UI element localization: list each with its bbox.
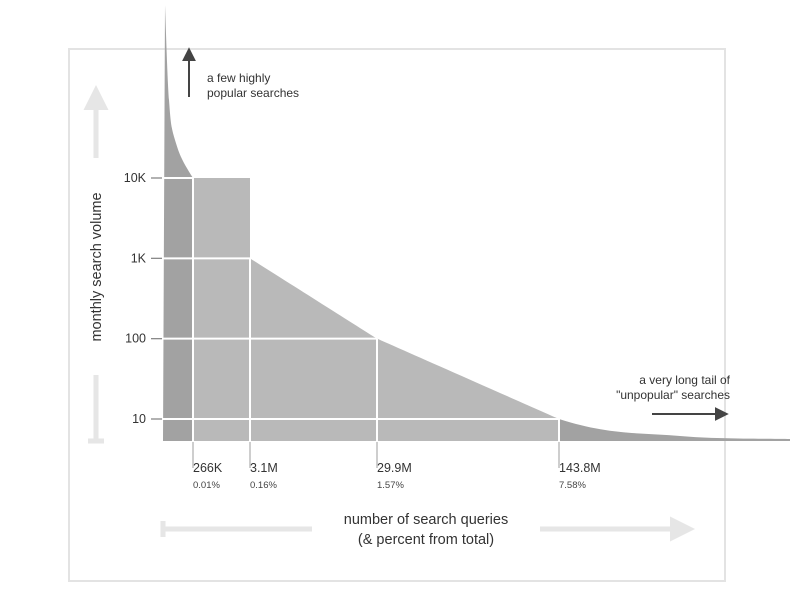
area-layer — [163, 5, 790, 441]
y-tick-label-4: 10 — [132, 412, 146, 426]
x-marker-queries-1: 266K — [193, 461, 223, 475]
y-ticks: 10K 1K 100 10 — [124, 171, 162, 426]
x-marker-percent-3: 1.57% — [377, 480, 404, 491]
x-marker-queries-3: 29.9M — [377, 461, 412, 475]
curve-cap-2 — [250, 258, 377, 339]
x-marker-queries-4: 143.8M — [559, 461, 601, 475]
x-marker-percent-1: 0.01% — [193, 480, 220, 491]
step-region-2 — [250, 338, 377, 441]
x-marker-labels: 266K 0.01% 3.1M 0.16% 29.9M 1.57% 143.8M 7.58% — [193, 461, 601, 491]
curve-cap-1 — [193, 178, 250, 259]
head-annotation-line1: a few highly — [207, 71, 270, 85]
curve-cap-3 — [377, 338, 559, 419]
tail-annotation-line2: "unpopular" searches — [616, 388, 730, 402]
step-region-3 — [377, 419, 559, 441]
y-axis-label: monthly search volume — [89, 192, 105, 341]
y-tick-label-1: 10K — [124, 171, 147, 185]
x-marker-queries-2: 3.1M — [250, 461, 278, 475]
x-marker-percent-2: 0.16% — [250, 480, 277, 491]
grid-layer — [163, 177, 560, 468]
x-marker-percent-4: 7.58% — [559, 480, 586, 491]
y-tick-label-3: 100 — [125, 332, 146, 346]
y-tick-label-2: 1K — [131, 251, 147, 265]
head-annotation-line2: popular searches — [207, 86, 299, 100]
chart-frame — [68, 48, 726, 582]
x-axis-label-line1: number of search queries — [344, 512, 508, 528]
x-axis-label-line2: (& percent from total) — [358, 532, 494, 548]
tail-annotation-line1: a very long tail of — [639, 373, 730, 387]
